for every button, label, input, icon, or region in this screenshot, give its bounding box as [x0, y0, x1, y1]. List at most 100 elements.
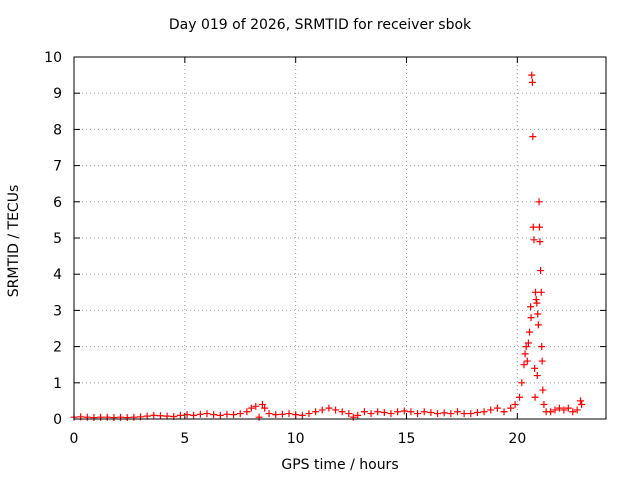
- data-point: [130, 413, 138, 421]
- data-point: [247, 404, 255, 412]
- data-point: [123, 414, 131, 422]
- data-point: [487, 406, 495, 414]
- data-point: [555, 404, 563, 412]
- data-point: [176, 411, 184, 419]
- x-tick-label: 5: [180, 431, 189, 447]
- data-point: [526, 328, 534, 336]
- x-tick-label: 0: [70, 431, 79, 447]
- x-tick-label: 20: [508, 431, 526, 447]
- data-point: [467, 410, 475, 418]
- data-point: [518, 379, 526, 387]
- data-point: [537, 267, 545, 275]
- data-point: [349, 413, 357, 421]
- y-tick-label: 10: [44, 50, 62, 66]
- y-tick-label: 3: [53, 303, 62, 319]
- data-point: [516, 393, 524, 401]
- data-point: [537, 288, 545, 296]
- data-point: [527, 303, 535, 311]
- axis-ticks: 0 1 2 3 4 5 6 7 8 9 10 0 5 10 15 20: [44, 50, 606, 447]
- data-point: [560, 406, 568, 414]
- data-point: [216, 411, 224, 419]
- data-point: [338, 408, 346, 416]
- data-point: [569, 408, 577, 416]
- data-point: [532, 296, 540, 304]
- data-point: [255, 413, 263, 421]
- data-point: [533, 299, 541, 307]
- data-point: [230, 411, 238, 419]
- y-tick-label: 2: [53, 340, 62, 356]
- data-point: [380, 408, 388, 416]
- data-point: [83, 413, 91, 421]
- y-tick-label: 9: [53, 86, 62, 102]
- data-point: [473, 408, 481, 416]
- data-point: [573, 406, 581, 414]
- data-point: [367, 410, 375, 418]
- data-point: [528, 78, 536, 86]
- x-axis-label: GPS time / hours: [281, 457, 399, 473]
- data-point: [196, 410, 204, 418]
- data-point: [243, 408, 251, 416]
- data-point: [265, 410, 273, 418]
- data-point: [236, 410, 244, 418]
- x-tick-label: 15: [398, 431, 416, 447]
- data-point: [523, 357, 531, 365]
- data-point: [500, 408, 508, 416]
- data-point: [535, 198, 543, 206]
- data-point: [507, 404, 515, 412]
- data-point: [578, 401, 586, 409]
- data-point: [529, 133, 537, 141]
- data-point: [536, 238, 544, 246]
- data-point: [531, 393, 539, 401]
- data-point: [536, 223, 543, 231]
- data-point: [305, 410, 313, 418]
- data-point: [97, 413, 105, 421]
- data-point: [278, 410, 286, 418]
- data-point: [163, 412, 171, 420]
- data-point: [511, 401, 519, 409]
- data-point: [374, 408, 382, 416]
- data-point: [312, 408, 320, 416]
- data-point: [360, 408, 368, 416]
- data-point: [440, 409, 448, 417]
- data-point: [427, 408, 435, 416]
- data-points: [70, 71, 586, 422]
- x-tick-label: 10: [287, 431, 305, 447]
- data-point: [540, 401, 548, 409]
- data-point: [520, 361, 528, 369]
- data-point: [434, 410, 442, 418]
- data-point: [190, 411, 198, 419]
- data-point: [261, 404, 269, 412]
- data-point: [460, 410, 468, 418]
- data-point: [325, 404, 333, 412]
- data-point: [285, 410, 293, 418]
- data-point: [90, 414, 98, 422]
- data-point: [538, 343, 546, 351]
- data-point: [529, 223, 537, 231]
- chart-title: Day 019 of 2026, SRMTID for receiver sbo…: [168, 17, 472, 33]
- data-point: [272, 411, 280, 419]
- data-point: [150, 411, 158, 419]
- data-point: [531, 364, 539, 372]
- data-point: [143, 412, 151, 420]
- data-point: [394, 408, 402, 416]
- y-tick-label: 4: [53, 267, 62, 283]
- data-point: [414, 410, 422, 418]
- data-point: [407, 408, 415, 416]
- y-tick-label: 5: [53, 231, 62, 247]
- data-point: [564, 404, 572, 412]
- data-point: [547, 408, 555, 416]
- data-point: [522, 343, 530, 351]
- data-point: [210, 411, 218, 419]
- data-point: [493, 404, 501, 412]
- data-point: [551, 406, 559, 414]
- data-point: [524, 339, 532, 347]
- grid-lines: [74, 57, 606, 419]
- data-point: [528, 71, 536, 79]
- data-point: [533, 372, 541, 380]
- data-point: [354, 411, 362, 419]
- data-point: [345, 410, 353, 418]
- data-point: [539, 386, 547, 394]
- plot-frame: [73, 56, 607, 420]
- y-tick-label: 1: [53, 376, 62, 392]
